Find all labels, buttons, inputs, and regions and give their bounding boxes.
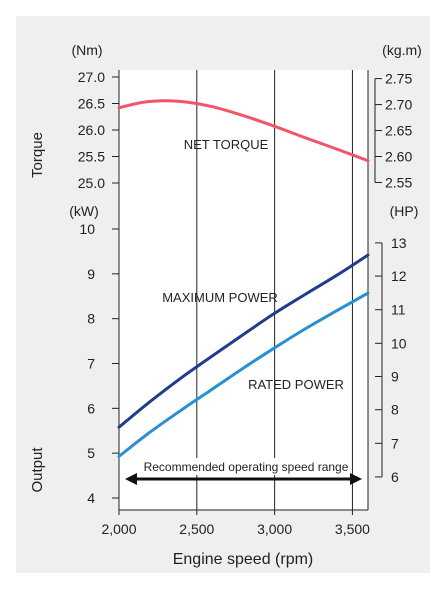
x-axis-label: Engine speed (rpm) <box>173 551 314 568</box>
output-left-tick-label: 4 <box>87 490 95 506</box>
torque-right-tick-label: 2.75 <box>385 71 412 87</box>
x-tick-label: 3,500 <box>335 521 370 537</box>
output-left-tick-label: 8 <box>87 311 95 327</box>
axes <box>112 70 383 515</box>
rated-power-label: RATED POWER <box>248 377 344 392</box>
range-arrow-left-head <box>125 473 137 485</box>
output-right-tick-label: 13 <box>391 235 407 251</box>
output-right-tick-label: 11 <box>391 302 406 318</box>
output-right-tick-label: 7 <box>391 435 399 451</box>
torque-right-tick-label: 2.60 <box>385 149 412 165</box>
torque-left-unit: (Nm) <box>71 42 102 58</box>
output-right-unit: (HP) <box>390 203 419 219</box>
output-right-tick-label: 10 <box>391 335 407 351</box>
torque-left-tick-label: 25.5 <box>78 149 105 165</box>
output-left-tick-label: 7 <box>87 356 95 372</box>
torque-right-tick-label: 2.65 <box>385 123 412 139</box>
torque-left-tick-label: 25.0 <box>78 175 105 191</box>
torque-axis-label: Torque <box>29 132 46 178</box>
rated-power-line <box>117 291 370 458</box>
output-left-unit: (kW) <box>69 203 99 219</box>
net-torque-label: NET TORQUE <box>184 137 269 152</box>
torque-right-unit: (kg.m) <box>382 42 422 58</box>
range-label-bg <box>147 458 349 475</box>
output-right-tick-label: 6 <box>391 469 399 485</box>
output-right-tick-label: 9 <box>391 369 399 385</box>
output-right-tick-label: 8 <box>391 402 399 418</box>
operating-range-label: Recommended operating speed range <box>144 460 349 474</box>
maximum-power-label: MAXIMUM POWER <box>162 290 278 305</box>
torque-left-tick-label: 26.5 <box>78 96 105 112</box>
x-tick-label: 2,500 <box>179 521 214 537</box>
net-torque-line <box>117 99 370 163</box>
plot-area <box>119 70 368 510</box>
output-axis-label: Output <box>29 447 46 493</box>
output-left-tick-label: 10 <box>79 221 95 237</box>
output-left-tick-label: 5 <box>87 445 95 461</box>
x-tick-label: 3,000 <box>257 521 292 537</box>
range-arrow-right-head <box>350 473 362 485</box>
maximum-power-line <box>117 253 370 429</box>
operating-range-arrow <box>125 458 362 485</box>
output-left-tick-label: 9 <box>87 266 95 282</box>
torque-left-tick-label: 27.0 <box>78 69 105 85</box>
tick-labels: 27.0 26.5 26.0 25.5 25.0 2.75 2.70 2.65 2.60 2.55… <box>78 69 413 537</box>
output-left-tick-label: 6 <box>87 400 95 416</box>
series <box>117 99 370 458</box>
x-tick-label: 2,000 <box>101 521 136 537</box>
output-right-tick-label: 12 <box>391 268 407 284</box>
torque-right-tick-label: 2.70 <box>385 97 412 113</box>
torque-right-tick-label: 2.55 <box>385 174 412 190</box>
torque-left-tick-label: 26.0 <box>78 122 105 138</box>
